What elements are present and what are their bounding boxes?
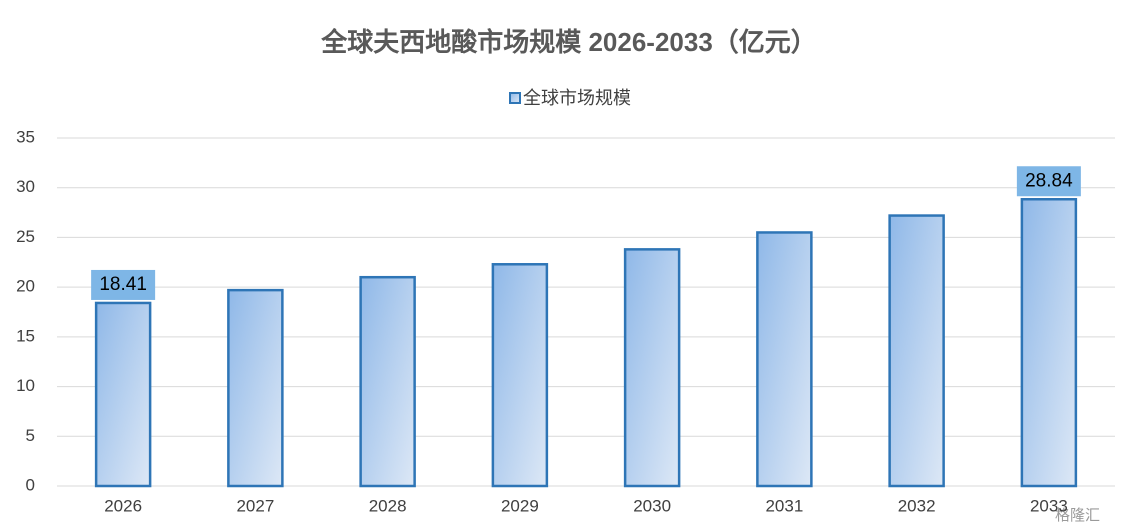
- x-tick-label: 2031: [765, 496, 803, 515]
- y-tick-label: 35: [16, 127, 35, 146]
- x-tick-label: 2026: [104, 496, 142, 515]
- bar: [359, 275, 416, 488]
- data-label-box: [91, 269, 156, 300]
- legend-label: 全球市场规模: [523, 88, 631, 108]
- x-tick-label: 2029: [501, 496, 539, 515]
- bar: [491, 263, 549, 488]
- bar: [888, 214, 945, 488]
- y-tick-label: 5: [26, 426, 35, 445]
- x-tick-label: 2027: [236, 496, 274, 515]
- y-tick-label: 30: [16, 177, 35, 196]
- bar: [623, 248, 681, 488]
- y-tick-label: 0: [26, 475, 35, 494]
- y-tick-label: 10: [16, 376, 35, 395]
- x-tick-label: 2032: [898, 496, 936, 515]
- y-tick-label: 20: [16, 277, 35, 296]
- x-tick-label: 2033: [1030, 496, 1068, 515]
- bar: [1020, 197, 1078, 488]
- data-label: 18.41: [99, 274, 147, 295]
- data-label-box: [1016, 166, 1081, 197]
- y-tick-label: 25: [16, 227, 35, 246]
- chart-title: 全球夫西地酸市场规模 2026-2033（亿元）: [320, 27, 817, 57]
- bar: [94, 301, 152, 488]
- legend-swatch: [509, 92, 521, 104]
- x-tick-label: 2030: [633, 496, 671, 515]
- data-label: 28.84: [1025, 170, 1073, 191]
- bar: [756, 231, 813, 488]
- y-tick-label: 15: [16, 326, 35, 345]
- bar: [227, 288, 284, 488]
- watermark: 格隆汇: [1055, 507, 1100, 524]
- x-tick-label: 2028: [369, 496, 407, 515]
- plot-area: 0 5 10 15 20 25 30 35 2026 2027 2028 2029 2030 2031 20…: [16, 127, 1115, 515]
